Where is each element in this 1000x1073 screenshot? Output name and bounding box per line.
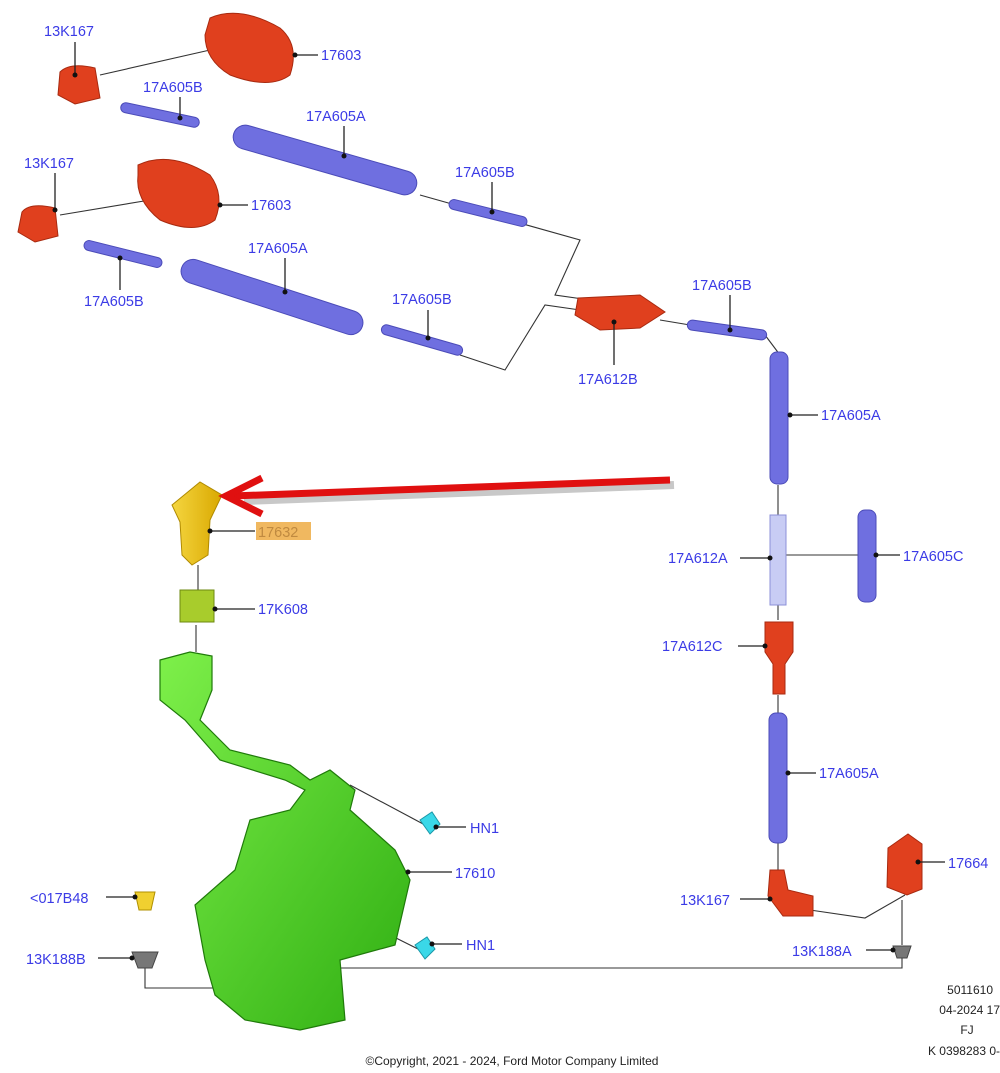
part-label-highlighted[interactable]: 17632 bbox=[258, 525, 298, 541]
part-13K167 bbox=[17, 205, 59, 243]
part-label[interactable]: 17A612B bbox=[578, 372, 638, 388]
part-label[interactable]: 13K167 bbox=[680, 893, 730, 909]
part-17A612C bbox=[764, 621, 794, 695]
ref-line: FJ bbox=[960, 1023, 973, 1037]
part-13K167 bbox=[57, 65, 101, 105]
part-label[interactable]: 17A612A bbox=[668, 551, 728, 567]
highlight-box bbox=[256, 522, 311, 540]
part-label[interactable]: 17A605B bbox=[392, 292, 452, 308]
part-label[interactable]: 17A605A bbox=[819, 766, 879, 782]
part-label[interactable]: 17A605B bbox=[692, 278, 752, 294]
part-17603 bbox=[137, 158, 220, 228]
hose-17A605A bbox=[768, 712, 788, 844]
part-label[interactable]: 13K188B bbox=[26, 952, 86, 968]
highlight-arrow bbox=[218, 474, 675, 518]
hose-17A605A bbox=[180, 258, 364, 336]
hose-17A605B bbox=[83, 240, 163, 268]
part-label[interactable]: HN1 bbox=[470, 821, 499, 837]
part-label[interactable]: 17K608 bbox=[258, 602, 308, 618]
part-label[interactable]: 17A605A bbox=[821, 408, 881, 424]
part-17632-cap bbox=[171, 481, 223, 566]
part-label[interactable]: 13K188A bbox=[792, 944, 852, 960]
red-parts bbox=[17, 12, 923, 917]
part-label[interactable]: 17A605B bbox=[143, 80, 203, 96]
part-17K608 bbox=[179, 589, 215, 623]
part-labels: 13K167 17603 17A605B 17A605A 17A605B 13K… bbox=[24, 24, 988, 968]
part-label[interactable]: 17A605A bbox=[248, 241, 308, 257]
hose-17A605C bbox=[857, 509, 877, 603]
part-label[interactable]: 17A605B bbox=[455, 165, 515, 181]
part-label[interactable]: <017B48 bbox=[30, 891, 88, 907]
part-label[interactable]: 17610 bbox=[455, 866, 495, 882]
hose-17A605A bbox=[232, 124, 418, 196]
connector-17A612A bbox=[769, 514, 787, 606]
ref-line: K 0398283 0- bbox=[928, 1044, 1000, 1058]
part-13K188A bbox=[892, 945, 912, 959]
ref-line: 04-2024 17 bbox=[939, 1003, 1000, 1017]
part-label[interactable]: 17A605A bbox=[306, 109, 366, 125]
hose-17A605B bbox=[380, 324, 464, 356]
part-label[interactable]: 13K167 bbox=[44, 24, 94, 40]
part-label[interactable]: 17664 bbox=[948, 856, 988, 872]
part-label[interactable]: 17A605C bbox=[903, 549, 963, 565]
part-17610-reservoir bbox=[159, 651, 411, 1031]
part-label[interactable]: 17603 bbox=[251, 198, 291, 214]
part-label[interactable]: 17A612C bbox=[662, 639, 722, 655]
hose-17A605B bbox=[120, 102, 200, 128]
hose-17A605B bbox=[686, 319, 768, 341]
part-17664 bbox=[886, 833, 923, 896]
part-017B48 bbox=[134, 891, 156, 911]
reference-block: 5011610 04-2024 17 FJ K 0398283 0- bbox=[928, 983, 1000, 1058]
part-HN1 bbox=[414, 936, 436, 960]
part-label[interactable]: 17A605B bbox=[84, 294, 144, 310]
hose-17A605A bbox=[769, 351, 789, 485]
part-label[interactable]: 13K167 bbox=[24, 156, 74, 172]
copyright: ©Copyright, 2021 - 2024, Ford Motor Comp… bbox=[366, 1054, 659, 1068]
part-HN1 bbox=[419, 811, 441, 835]
part-17A612B bbox=[574, 294, 666, 331]
part-13K167 bbox=[767, 869, 814, 917]
part-label[interactable]: HN1 bbox=[466, 938, 495, 954]
part-label[interactable]: 17603 bbox=[321, 48, 361, 64]
hose-17A605B bbox=[448, 199, 528, 227]
leader-lines bbox=[52, 42, 945, 961]
part-13K188B bbox=[131, 951, 159, 969]
part-17603 bbox=[204, 12, 294, 83]
ref-line: 5011610 bbox=[947, 983, 993, 997]
